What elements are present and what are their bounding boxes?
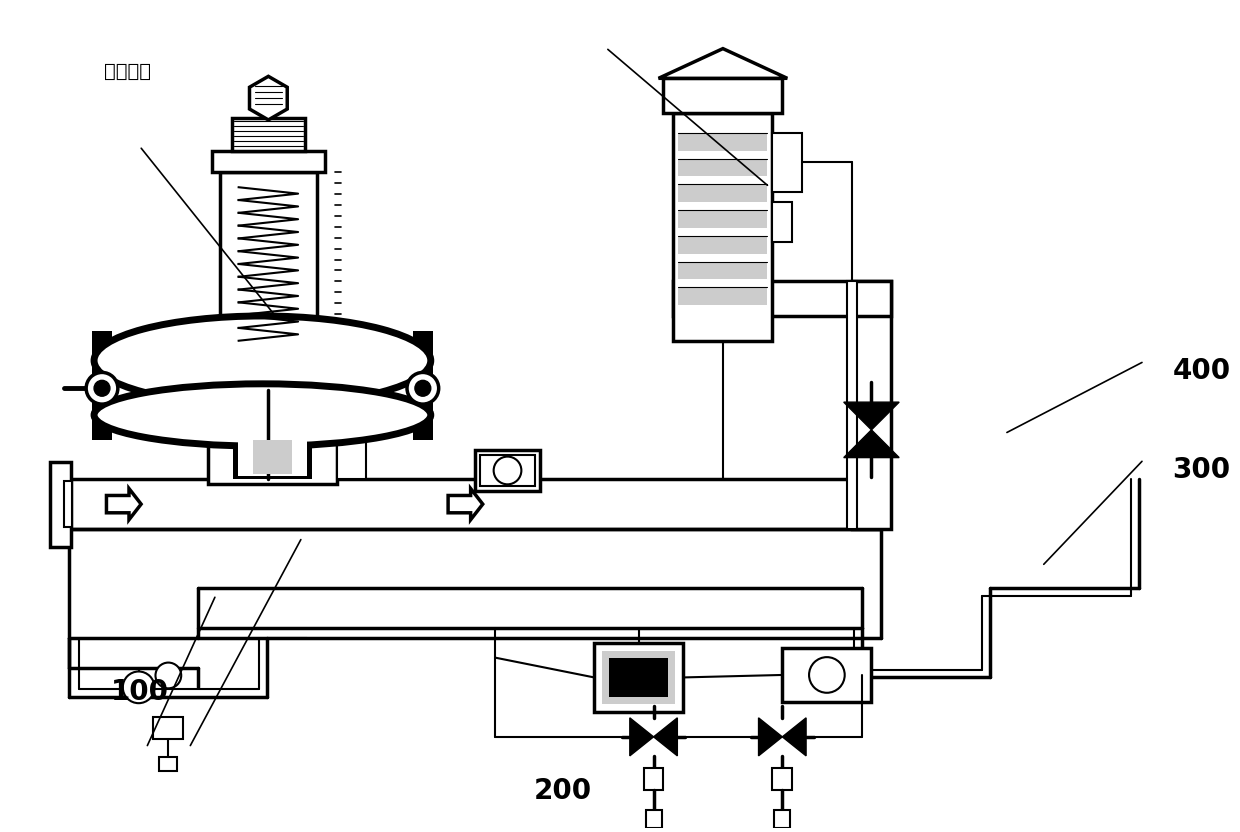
Ellipse shape	[94, 384, 430, 446]
Bar	[212, 151, 325, 172]
Bar	[773, 133, 802, 192]
Bar	[160, 756, 177, 770]
Circle shape	[155, 662, 181, 688]
Bar	[663, 78, 782, 113]
Bar	[253, 440, 293, 474]
Bar	[233, 435, 312, 479]
Bar	[208, 430, 337, 484]
Bar	[475, 449, 539, 491]
Polygon shape	[782, 718, 806, 755]
Bar	[50, 462, 71, 547]
Text: 400: 400	[1173, 357, 1231, 384]
Text: 200: 200	[534, 777, 593, 805]
Bar	[64, 482, 72, 527]
Bar	[603, 651, 676, 704]
Bar	[852, 281, 892, 529]
Bar	[646, 810, 661, 828]
Bar	[678, 210, 768, 228]
Circle shape	[808, 657, 844, 693]
Bar	[678, 159, 768, 176]
Polygon shape	[448, 488, 482, 520]
Ellipse shape	[94, 316, 430, 405]
Bar	[678, 184, 768, 202]
Bar	[238, 438, 308, 477]
Bar	[782, 648, 872, 702]
Polygon shape	[843, 430, 899, 458]
Polygon shape	[658, 48, 787, 78]
Bar	[678, 133, 768, 151]
Polygon shape	[630, 718, 653, 755]
Bar	[337, 435, 366, 479]
Polygon shape	[843, 402, 899, 430]
Text: 100: 100	[110, 678, 169, 706]
Bar	[154, 717, 184, 739]
Polygon shape	[107, 488, 141, 520]
Bar	[224, 360, 312, 390]
Text: 此处排气: 此处排气	[104, 62, 151, 81]
Circle shape	[94, 380, 110, 396]
Bar	[678, 235, 768, 254]
Bar	[775, 810, 790, 828]
Bar	[219, 172, 317, 360]
Circle shape	[415, 380, 430, 396]
Bar	[480, 454, 534, 487]
Bar	[773, 202, 792, 242]
Bar	[847, 281, 857, 529]
Text: 300: 300	[1173, 456, 1231, 483]
Bar	[678, 261, 768, 280]
Polygon shape	[759, 718, 782, 755]
Polygon shape	[653, 718, 677, 755]
Circle shape	[407, 373, 439, 404]
Bar	[594, 643, 683, 712]
Bar	[644, 768, 663, 790]
Bar	[773, 768, 792, 790]
Bar	[673, 281, 892, 316]
Circle shape	[494, 457, 521, 484]
Bar	[673, 113, 773, 341]
Circle shape	[123, 671, 155, 703]
Bar	[92, 331, 112, 440]
Bar	[232, 118, 305, 151]
Polygon shape	[249, 77, 288, 120]
Circle shape	[86, 373, 118, 404]
Bar	[413, 331, 433, 440]
Bar	[678, 287, 768, 305]
Bar	[609, 657, 668, 697]
